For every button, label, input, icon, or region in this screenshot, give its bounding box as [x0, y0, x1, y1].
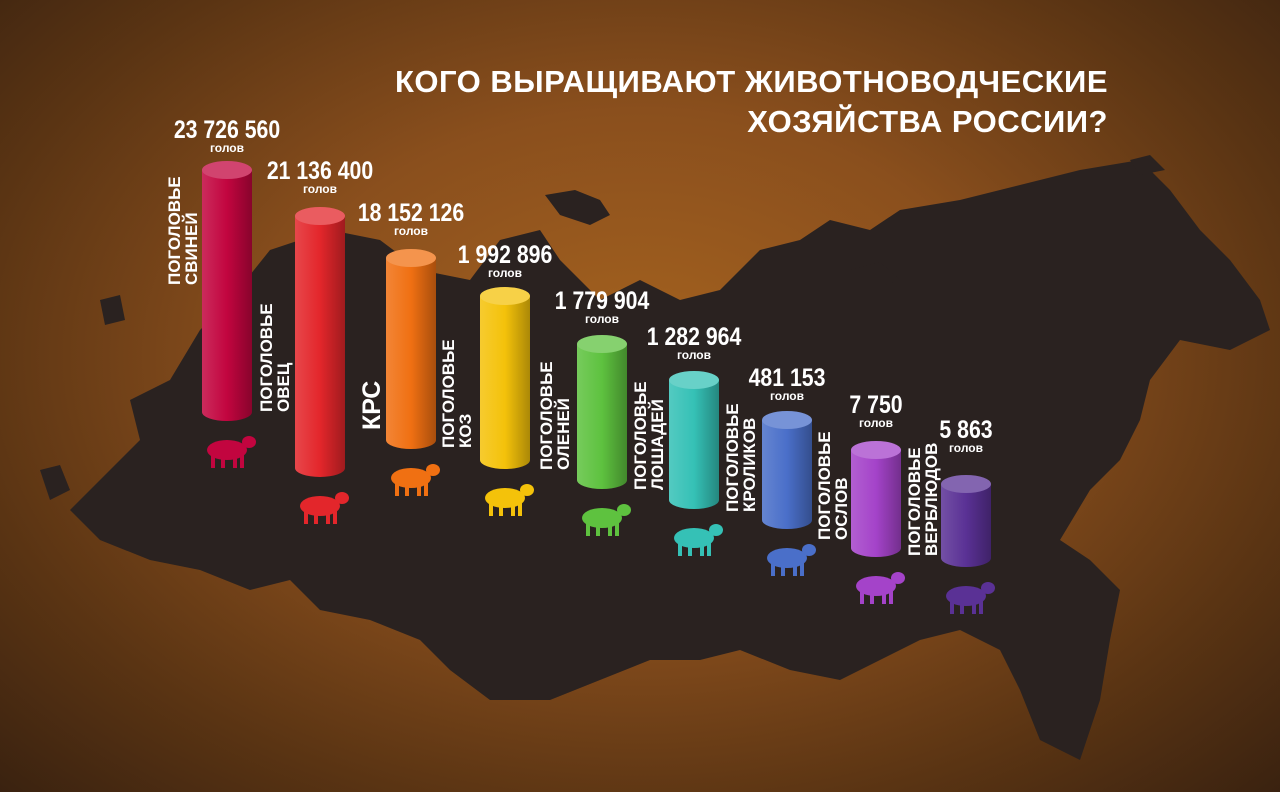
category-label: ПОГОЛОВЬЕ ОСЛОВ — [815, 431, 851, 540]
title-line-1: КОГО ВЫРАЩИВАЮТ ЖИВОТНОВОДЧЕСКИЕ — [394, 64, 1108, 99]
category-label: ПОГОЛОВЬЕ СВИНЕЙ — [165, 176, 201, 285]
cylinder-top — [851, 441, 901, 459]
value-label: 5 863 голов — [935, 418, 998, 455]
value-number: 7 750 — [849, 391, 903, 419]
cylinder-body — [941, 484, 991, 567]
value-unit: голов — [209, 141, 245, 155]
category-label: КРС — [358, 380, 386, 430]
sheep-icon — [300, 492, 349, 524]
cylinder-body — [851, 450, 901, 557]
value-number: 481 153 — [748, 364, 826, 392]
category-label-line-1: ПОГОЛОВЬЕ — [723, 403, 742, 512]
category-label-line-2: ЛОШАДЕЙ — [648, 399, 667, 490]
category-label: ПОГОЛОВЬЕ ОЛЕНЕЙ — [537, 361, 573, 470]
deer-icon — [582, 504, 631, 536]
value-label: 23 726 560 голов — [164, 118, 289, 155]
bar-6 — [669, 371, 723, 556]
bar-7 — [762, 411, 816, 576]
cylinder-body — [480, 296, 530, 469]
value-label: 1 779 904 голов — [546, 289, 657, 326]
category-label-line-2: КРОЛИКОВ — [740, 417, 759, 512]
bar-3 — [386, 249, 440, 496]
bar-5 — [577, 335, 631, 536]
category-label-line-1: ПОГОЛОВЬЕ — [537, 361, 556, 470]
category-label-line-2: СВИНЕЙ — [182, 212, 201, 285]
value-unit: голов — [487, 266, 523, 280]
category-label-line-2: ОСЛОВ — [832, 477, 851, 540]
category-label-line-1: ПОГОЛОВЬЕ — [905, 447, 924, 556]
category-label-line-1: ПОГОЛОВЬЕ — [439, 339, 458, 448]
cylinder-top — [762, 411, 812, 429]
bar-8 — [851, 441, 905, 604]
camel-icon — [946, 582, 995, 614]
value-unit: голов — [948, 441, 984, 455]
value-number: 1 282 964 — [646, 323, 742, 351]
bar-2 — [295, 207, 349, 524]
pig-icon — [207, 436, 256, 468]
cylinder-top — [577, 335, 627, 353]
bar-9 — [941, 475, 995, 614]
value-number: 5 863 — [939, 416, 993, 444]
cylinder-body — [386, 258, 436, 449]
cylinder-top — [941, 475, 991, 493]
cylinder-body — [762, 420, 812, 529]
value-label: 1 282 964 голов — [638, 325, 749, 362]
category-label-line-2: КОЗ — [456, 413, 475, 448]
value-number: 23 726 560 — [173, 116, 281, 144]
value-unit: голов — [302, 182, 338, 196]
value-number: 18 152 126 — [357, 199, 465, 227]
category-label-line-1: ПОГОЛОВЬЕ — [631, 381, 650, 490]
category-label-line-1: КРС — [358, 380, 386, 430]
value-unit: голов — [769, 389, 805, 403]
cylinder-body — [295, 216, 345, 477]
category-label: ПОГОЛОВЬЕ КРОЛИКОВ — [723, 403, 759, 512]
category-label: ПОГОЛОВЬЕ ОВЕЦ — [257, 303, 293, 412]
value-unit: голов — [676, 348, 712, 362]
category-label: ПОГОЛОВЬЕ ВЕРБЛЮДОВ — [905, 442, 941, 556]
value-unit: голов — [858, 416, 894, 430]
rabbit-icon — [767, 544, 816, 576]
category-label: ПОГОЛОВЬЕ КОЗ — [439, 339, 475, 448]
horse-icon — [674, 524, 723, 556]
category-label-line-2: ВЕРБЛЮДОВ — [922, 442, 941, 556]
value-label: 18 152 126 голов — [348, 201, 473, 238]
cylinder-top — [386, 249, 436, 267]
value-label: 1 992 896 голов — [449, 243, 560, 280]
value-label: 21 136 400 голов — [257, 159, 382, 196]
bar-4 — [480, 287, 534, 516]
cylinder-top — [295, 207, 345, 225]
value-unit: голов — [584, 312, 620, 326]
chart-title: КОГО ВЫРАЩИВАЮТ ЖИВОТНОВОДЧЕСКИЕ ХОЗЯЙСТ… — [395, 62, 1108, 142]
bar-1 — [202, 161, 256, 468]
value-number: 1 992 896 — [457, 241, 553, 269]
category-label-line-1: ПОГОЛОВЬЕ — [165, 176, 184, 285]
category-label-line-1: ПОГОЛОВЬЕ — [815, 431, 834, 540]
cylinder-top — [669, 371, 719, 389]
cow-icon — [391, 464, 440, 496]
category-label-line-1: ПОГОЛОВЬЕ — [257, 303, 276, 412]
category-label-line-2: ОВЕЦ — [274, 362, 293, 412]
value-label: 7 750 голов — [845, 393, 908, 430]
cylinder-body — [669, 380, 719, 509]
title-line-2: ХОЗЯЙСТВА РОССИИ? — [747, 104, 1108, 139]
category-label-line-2: ОЛЕНЕЙ — [554, 398, 573, 470]
value-number: 21 136 400 — [266, 157, 374, 185]
value-label: 481 153 голов — [742, 366, 832, 403]
value-number: 1 779 904 — [554, 287, 650, 315]
cylinder-top — [480, 287, 530, 305]
cylinder-body — [202, 170, 252, 421]
category-label: ПОГОЛОВЬЕ ЛОШАДЕЙ — [631, 381, 667, 490]
goat-icon — [485, 484, 534, 516]
cylinder-body — [577, 344, 627, 489]
value-unit: голов — [393, 224, 429, 238]
donkey-icon — [856, 572, 905, 604]
cylinder-top — [202, 161, 252, 179]
